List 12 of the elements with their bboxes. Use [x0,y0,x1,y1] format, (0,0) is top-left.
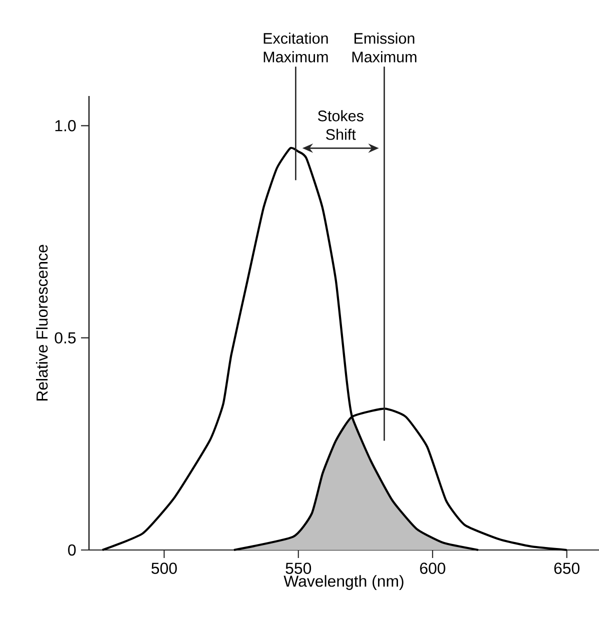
x-tick-label: 650 [554,562,580,574]
y-tick-label: 0 [68,544,76,556]
y-axis-title: Relative Fluorescence [36,244,48,401]
x-tick-label: 600 [420,562,446,574]
x-tick-label: 500 [152,562,177,574]
annotation: Stokes Shift [318,110,364,140]
y-tick-label: 0.5 [54,332,76,344]
x-axis-title: Wavelength (nm) [284,575,404,590]
y-tick-label: 1.0 [55,120,76,132]
ref-line-label: Excitation Maximum [264,32,328,62]
ref-line-label: Emission Maximum [352,32,416,62]
x-tick-label: 550 [286,562,312,574]
